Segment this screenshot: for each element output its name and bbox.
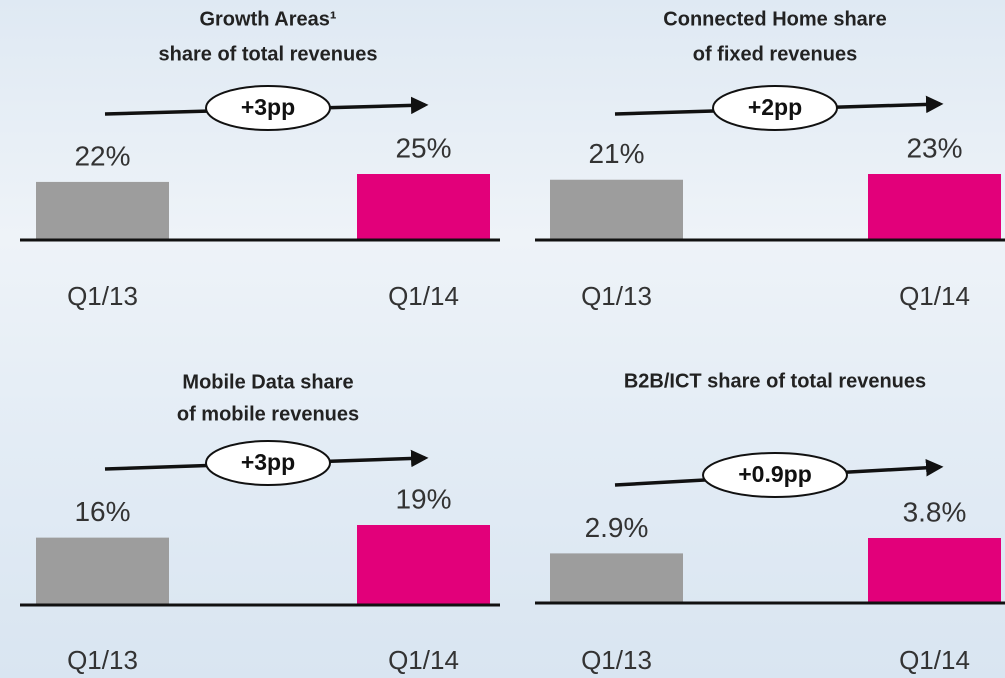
annotation-bubble <box>205 440 331 486</box>
annotation-bubble <box>205 85 331 131</box>
bar <box>868 538 1001 603</box>
value-label: 25% <box>395 132 451 163</box>
chart-title: Mobile Data share <box>182 371 353 393</box>
annotation: +3pp <box>241 94 295 120</box>
annotation-bubble <box>712 85 838 131</box>
value-label: 23% <box>906 132 962 163</box>
bar <box>550 553 683 603</box>
chart-title: Growth Areas¹ <box>199 8 336 30</box>
annotation: +3pp <box>241 449 295 475</box>
x-tick-label: Q1/14 <box>388 645 459 675</box>
x-tick-label: Q1/14 <box>899 281 970 311</box>
value-label: 22% <box>74 140 130 171</box>
x-tick-label: Q1/13 <box>67 645 138 675</box>
x-tick-label: Q1/14 <box>388 281 459 311</box>
value-label: 3.8% <box>903 496 967 527</box>
value-label: 19% <box>395 483 451 514</box>
bar <box>550 179 683 240</box>
annotation: +0.9pp <box>738 461 812 487</box>
bar <box>36 537 169 605</box>
value-label: 21% <box>588 138 644 169</box>
x-tick-label: Q1/14 <box>899 645 970 675</box>
chart-title: of fixed revenues <box>693 43 858 65</box>
bar <box>36 181 169 240</box>
chart-title: share of total revenues <box>159 43 378 65</box>
bar <box>868 174 1001 240</box>
x-tick-label: Q1/13 <box>581 645 652 675</box>
value-label: 2.9% <box>585 512 649 543</box>
x-tick-label: Q1/13 <box>67 281 138 311</box>
chart-title: of mobile revenues <box>177 403 359 425</box>
x-tick-label: Q1/13 <box>581 281 652 311</box>
bar <box>357 174 490 240</box>
annotation-bubble <box>702 452 848 498</box>
chart-title: B2B/ICT share of total revenues <box>624 370 926 392</box>
annotation: +2pp <box>748 94 802 120</box>
chart-title: Connected Home share <box>663 8 886 30</box>
bar <box>357 525 490 605</box>
value-label: 16% <box>74 496 130 527</box>
